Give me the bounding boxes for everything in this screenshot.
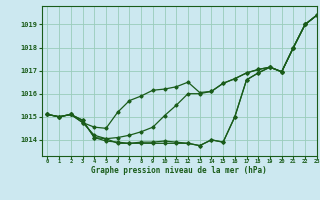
X-axis label: Graphe pression niveau de la mer (hPa): Graphe pression niveau de la mer (hPa) (91, 166, 267, 175)
